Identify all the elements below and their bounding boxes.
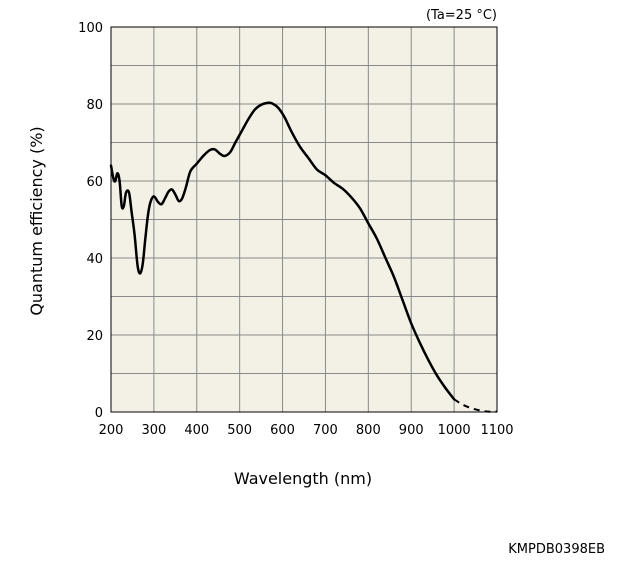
x-tick-label: 900 (399, 423, 424, 438)
y-tick-label: 20 (86, 329, 103, 344)
x-tick-label: 800 (356, 423, 381, 438)
y-tick-labels: 0 20 40 60 80 100 (78, 21, 103, 421)
y-tick-label: 40 (86, 252, 103, 267)
x-axis-label: Wavelength (nm) (234, 469, 372, 488)
grid (111, 27, 497, 412)
x-tick-label: 300 (141, 423, 166, 438)
y-axis-label: Quantum efficiency (%) (27, 126, 46, 315)
y-tick-label: 100 (78, 21, 103, 36)
x-tick-label: 1100 (480, 423, 513, 438)
x-tick-label: 700 (313, 423, 338, 438)
x-tick-label: 600 (270, 423, 295, 438)
x-tick-label: 200 (99, 423, 124, 438)
y-tick-label: 80 (86, 98, 103, 113)
x-tick-label: 1000 (438, 423, 471, 438)
x-tick-labels: 200 300 400 500 600 700 800 900 1000 1100 (99, 423, 514, 438)
temperature-note: (Ta=25 °C) (426, 8, 497, 23)
y-tick-label: 0 (95, 406, 103, 421)
y-tick-label: 60 (86, 175, 103, 190)
curve-solid-segment (109, 101, 456, 401)
plot-frame (110, 26, 498, 413)
x-tick-label: 500 (227, 423, 252, 438)
x-tick-label: 400 (184, 423, 209, 438)
figure-code: KMPDB0398EB (508, 542, 605, 557)
